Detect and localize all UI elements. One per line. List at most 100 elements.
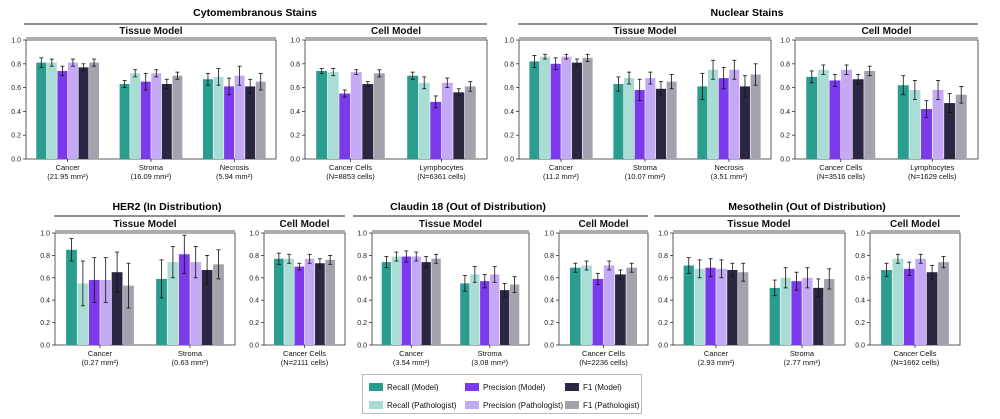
bar-f1-model xyxy=(453,92,465,159)
bar-recall-pathologist xyxy=(708,69,719,159)
bar-recall-pathologist xyxy=(284,258,294,345)
bar-precision-pathologist xyxy=(304,258,315,345)
bar-recall-pathologist xyxy=(694,268,705,345)
bar-recall-model xyxy=(683,265,694,345)
y-tick-label: 0.8 xyxy=(504,61,514,68)
y-tick-label: 0.2 xyxy=(780,133,790,140)
legend-item-precision-pathologist: Precision (Pathologist) xyxy=(465,396,565,414)
bar-recall-pathologist xyxy=(327,72,339,159)
x-tick-sublabel: (N=1629 cells) xyxy=(908,172,957,181)
y-tick-label: 0.2 xyxy=(290,133,300,140)
bar-f1-model xyxy=(245,86,256,159)
bar-precision-pathologist xyxy=(841,69,853,159)
x-tick-label: Cancer xyxy=(88,349,113,358)
y-tick-label: 0.8 xyxy=(780,61,790,68)
bar-precision-pathologist xyxy=(802,277,813,345)
y-tick-label: 1.0 xyxy=(40,231,50,238)
bar-precision-pathologist xyxy=(441,82,453,159)
bar-precision-pathologist xyxy=(561,56,572,159)
y-tick-label: 0.4 xyxy=(544,298,554,305)
bar-recall-model xyxy=(881,269,892,345)
bar-f1-model xyxy=(161,84,172,159)
bar-precision-model xyxy=(705,267,716,345)
y-tick-label: 0.8 xyxy=(357,253,367,260)
panel-title: Cell Model xyxy=(279,219,329,230)
x-tick-sublabel: (11.2 mm²) xyxy=(543,172,580,181)
y-tick-label: 0.2 xyxy=(249,320,259,327)
y-tick-label: 1.0 xyxy=(357,231,367,238)
bar-recall-pathologist xyxy=(167,262,179,345)
legend: Recall (Model) Precision (Model) F1 (Mod… xyxy=(362,374,642,414)
panel-title: Tissue Model xyxy=(613,26,676,37)
x-tick-sublabel: (0.63 mm²) xyxy=(172,358,209,367)
bar-recall-pathologist xyxy=(46,62,57,159)
legend-item-f1-pathologist: F1 (Pathologist) xyxy=(565,396,645,414)
group-title-cytomembranous: Cytomembranous Stains xyxy=(193,7,317,19)
chart-panel-nuc-cell: Cell Model 1.0 0.8 0.6 0.4 0.2 0.0 Cancer Cells… xyxy=(780,26,979,181)
bar-f1-pathologist xyxy=(738,272,749,345)
x-tick-sublabel: (2.93 mm²) xyxy=(698,358,735,367)
panel-title: Tissue Model xyxy=(419,219,482,230)
y-tick-label: 0.4 xyxy=(40,298,50,305)
panel-title: Tissue Model xyxy=(119,26,182,37)
bar-f1-pathologist xyxy=(464,86,476,159)
bar-precision-pathologist xyxy=(350,72,362,159)
bar-precision-pathologist xyxy=(190,262,202,345)
y-tick-label: 0.2 xyxy=(544,320,554,327)
bar-f1-model xyxy=(944,103,956,159)
plot-frame xyxy=(371,232,530,346)
bar-f1-pathologist xyxy=(666,81,677,159)
bar-recall-model xyxy=(381,262,392,345)
panel-title: Cell Model xyxy=(371,26,421,37)
bar-recall-pathologist xyxy=(817,69,829,159)
bar-f1-pathologist xyxy=(750,74,761,159)
bar-recall-model xyxy=(769,287,780,345)
x-tick-label: Cancer Cells xyxy=(819,163,862,172)
y-tick-label: 0.2 xyxy=(40,320,50,327)
bar-f1-model xyxy=(571,62,582,159)
x-tick-label: Cancer xyxy=(399,349,424,358)
plot-frame xyxy=(794,39,979,160)
bar-f1-model xyxy=(362,84,374,159)
legend-item-precision-model: Precision (Model) xyxy=(465,378,565,396)
bar-precision-model xyxy=(791,281,802,345)
plot-frame xyxy=(304,39,488,160)
bar-precision-model xyxy=(88,280,100,345)
bar-precision-pathologist xyxy=(234,75,245,159)
bar-precision-pathologist xyxy=(915,258,927,345)
x-tick-sublabel: (3.08 mm²) xyxy=(471,358,508,367)
bar-recall-pathologist xyxy=(780,277,791,345)
chart-panel-meso-cell: Cell Model 1.0 0.8 0.6 0.4 0.2 0.0 Cancer Cells… xyxy=(855,219,961,367)
y-tick-label: 1.0 xyxy=(249,231,259,238)
bar-precision-model xyxy=(401,256,411,345)
x-tick-sublabel: (3.51 mm²) xyxy=(711,172,748,181)
bar-f1-pathologist xyxy=(123,285,134,345)
y-tick-label: 0.0 xyxy=(658,343,668,350)
x-tick-sublabel: (N=6361 cells) xyxy=(417,172,466,181)
x-tick-sublabel: (N=8853 cells) xyxy=(326,172,375,181)
y-tick-label: 0.0 xyxy=(855,343,865,350)
y-tick-label: 0.8 xyxy=(11,61,21,68)
bar-f1-model xyxy=(739,86,750,159)
bar-precision-pathologist xyxy=(490,274,500,345)
legend-item-f1-model: F1 (Model) xyxy=(565,378,645,396)
y-tick-label: 0.6 xyxy=(855,275,865,282)
y-tick-label: 0.2 xyxy=(855,320,865,327)
bar-recall-model xyxy=(460,283,470,345)
bar-recall-pathologist xyxy=(540,56,551,159)
x-tick-label: Cancer Cells xyxy=(329,163,372,172)
y-tick-label: 1.0 xyxy=(290,38,300,45)
bar-precision-model xyxy=(57,70,68,159)
bar-precision-pathologist xyxy=(716,268,727,345)
x-tick-label: Stroma xyxy=(139,163,164,172)
legend-swatch xyxy=(369,401,383,409)
bar-recall-pathologist xyxy=(470,274,480,345)
bar-recall-model xyxy=(613,84,624,159)
bar-recall-model xyxy=(806,76,818,159)
y-tick-label: 1.0 xyxy=(855,231,865,238)
legend-label: Precision (Model) xyxy=(483,382,546,392)
bar-f1-pathologist xyxy=(509,284,520,345)
y-tick-label: 0.2 xyxy=(357,320,367,327)
bar-f1-pathologist xyxy=(938,262,949,345)
